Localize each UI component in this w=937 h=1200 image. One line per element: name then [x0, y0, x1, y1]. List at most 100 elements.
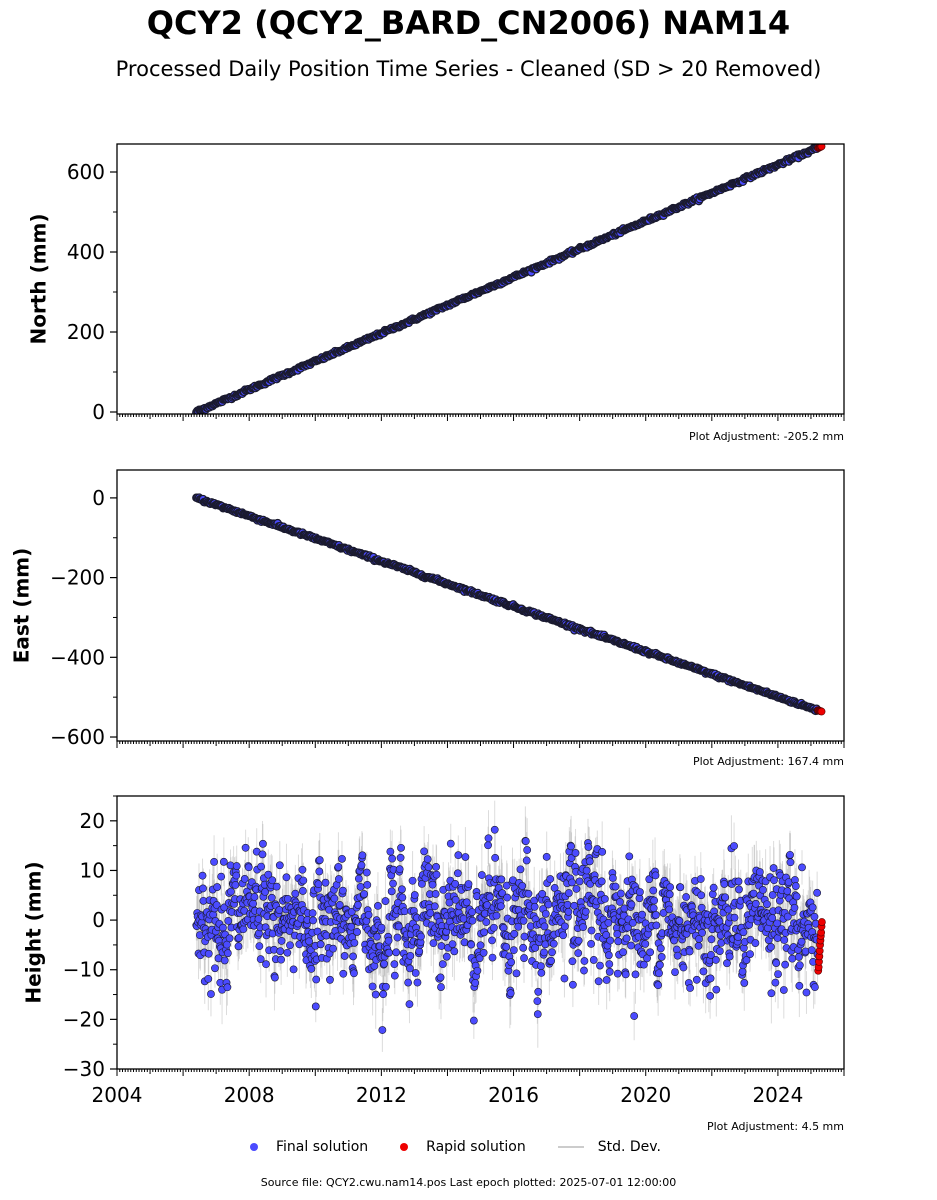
final-point [652, 911, 660, 919]
final-point [432, 870, 441, 879]
final-point [428, 880, 437, 889]
final-point [415, 947, 424, 956]
final-point [244, 863, 253, 872]
final-point [630, 1012, 639, 1020]
final-point [219, 923, 227, 932]
final-point [406, 964, 414, 973]
final-point [207, 990, 215, 998]
final-point [605, 967, 614, 976]
final-point [338, 886, 347, 895]
final-point [510, 929, 519, 938]
y-tick-label: −20 [63, 1007, 105, 1031]
legend-std: Std. Dev. [557, 1139, 661, 1155]
final-point [533, 997, 542, 1006]
final-point [484, 834, 493, 843]
final-point [480, 928, 488, 937]
final-point [259, 839, 267, 848]
final-point [636, 888, 644, 896]
final-point [707, 951, 715, 959]
final-point [497, 902, 505, 911]
plot-area-east [192, 493, 826, 716]
final-point [549, 939, 558, 948]
final-point [350, 938, 359, 947]
final-point [368, 982, 377, 991]
final-point [484, 841, 492, 850]
final-point [798, 863, 806, 872]
final-point [503, 893, 512, 902]
y-tick-label: −600 [50, 725, 105, 749]
final-point [641, 939, 650, 948]
final-point [568, 980, 577, 989]
y-axis-label: North (mm) [27, 213, 51, 344]
final-point [594, 977, 603, 986]
final-point [523, 846, 532, 854]
final-point [568, 957, 577, 966]
final-point [396, 853, 405, 862]
final-point [560, 922, 569, 931]
final-point [708, 890, 717, 899]
final-point [507, 958, 516, 967]
final-point [751, 899, 760, 908]
final-point [602, 976, 611, 984]
y-tick-label: 0 [92, 400, 105, 424]
final-point [656, 944, 665, 953]
final-point [298, 865, 307, 874]
final-point [213, 883, 222, 891]
final-point [665, 905, 674, 914]
final-point [540, 948, 548, 957]
final-point [199, 884, 207, 893]
final-point [791, 882, 800, 890]
final-point [531, 943, 540, 952]
final-point [519, 916, 528, 925]
final-point [224, 916, 233, 925]
final-point [810, 983, 819, 992]
y-axis-label: East (mm) [10, 548, 34, 664]
final-point [631, 970, 640, 979]
x-tick-label: 2016 [488, 1083, 539, 1107]
final-point [706, 974, 715, 983]
final-point [387, 887, 396, 896]
final-point [411, 969, 420, 977]
final-point [671, 968, 679, 976]
final-point [431, 890, 440, 898]
final-point [564, 907, 573, 916]
y-tick-label: 600 [67, 160, 105, 184]
final-point [497, 875, 506, 884]
final-point [624, 923, 632, 932]
final-point [231, 881, 240, 889]
final-point [223, 949, 232, 958]
x-tick-label: 2008 [224, 1083, 275, 1107]
final-point [730, 842, 738, 850]
final-point [373, 932, 381, 941]
final-point [773, 934, 782, 942]
final-point [755, 868, 764, 876]
final-point [446, 839, 455, 848]
final-point [709, 883, 718, 892]
final-point [340, 952, 349, 960]
legend-rapid: Rapid solution [400, 1139, 526, 1155]
final-point [390, 971, 399, 980]
final-point [808, 903, 817, 912]
final-point [448, 940, 457, 948]
final-point [256, 955, 265, 964]
final-point [476, 941, 485, 950]
y-tick-label: 20 [80, 809, 105, 833]
legend-rapid-label: Rapid solution [426, 1139, 526, 1155]
final-point [783, 912, 792, 921]
final-point [567, 842, 576, 851]
final-point [315, 867, 324, 876]
final-point [400, 907, 409, 916]
y-axis-label: Height (mm) [22, 861, 46, 1003]
final-point [697, 891, 706, 900]
legend: Final solution Rapid solution Std. Dev. [250, 1136, 693, 1158]
final-point [792, 892, 801, 901]
final-point [721, 893, 730, 902]
final-point [234, 942, 243, 951]
final-point [579, 923, 587, 932]
final-point [563, 900, 572, 909]
final-point [454, 851, 463, 860]
legend-std-label: Std. Dev. [597, 1139, 661, 1155]
final-point [299, 876, 308, 885]
y-tick-label: 10 [80, 858, 105, 882]
final-point [740, 979, 749, 987]
